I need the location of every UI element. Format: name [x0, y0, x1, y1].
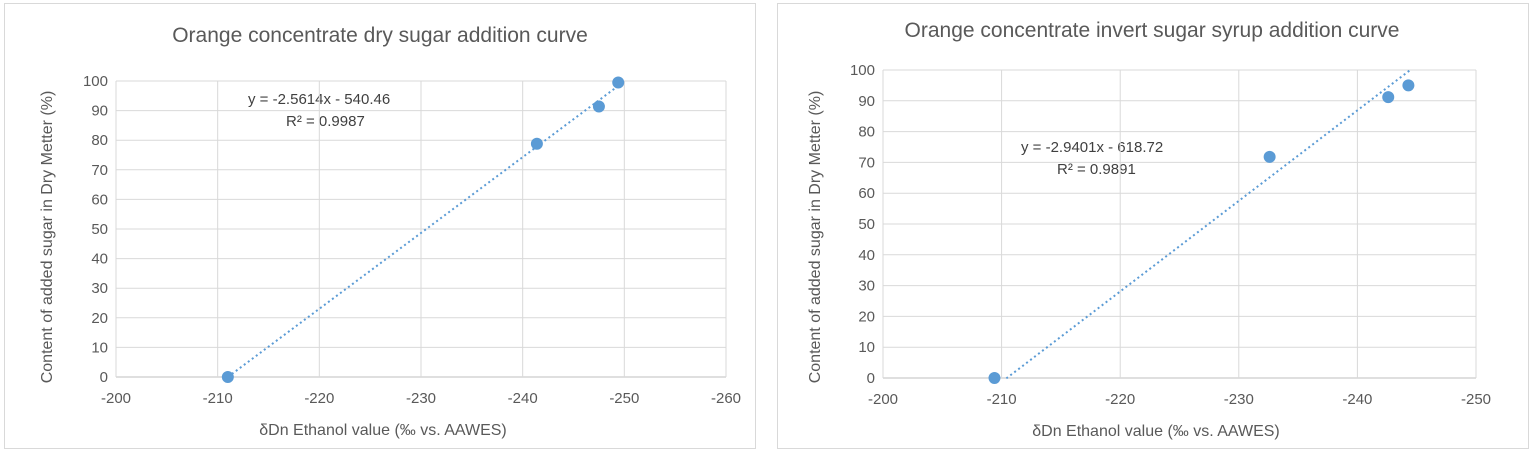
- x-tick-label: -200: [868, 391, 898, 408]
- data-point: [592, 100, 605, 113]
- y-tick-label: 20: [91, 310, 108, 327]
- data-point: [988, 372, 1001, 384]
- data-point: [1402, 79, 1415, 92]
- y-tick-label: 70: [91, 162, 108, 179]
- data-point: [612, 76, 625, 89]
- x-axis-label: δDn Ethanol value (‰ vs. AAWES): [1032, 423, 1280, 440]
- trendline: [227, 84, 620, 378]
- trendline-r-squared: R² = 0.9891: [1057, 161, 1136, 178]
- y-tick-label: 40: [91, 251, 108, 268]
- chart-invert-syrup-plot: Orange concentrate invert sugar syrup ad…: [807, 19, 1491, 440]
- data-point: [1263, 150, 1276, 163]
- x-tick-label: -200: [101, 390, 131, 407]
- y-tick-label: 70: [858, 154, 875, 171]
- x-tick-label: -220: [1105, 391, 1135, 408]
- data-point: [530, 137, 543, 150]
- trendline-equation: y = -2.9401x - 618.72: [1021, 139, 1163, 156]
- chart-title: Orange concentrate dry sugar addition cu…: [172, 24, 588, 47]
- y-tick-label: 20: [858, 308, 875, 325]
- chart-dry-sugar: Orange concentrate dry sugar addition cu…: [4, 3, 756, 449]
- chart-invert-syrup: Orange concentrate invert sugar syrup ad…: [777, 3, 1529, 449]
- y-tick-label: 30: [858, 278, 875, 295]
- y-tick-label: 80: [858, 124, 875, 141]
- y-axis-label: Content of added sugar in Dry Metter (%): [39, 91, 56, 384]
- y-tick-label: 0: [100, 369, 108, 386]
- y-tick-label: 100: [83, 73, 108, 90]
- x-tick-label: -230: [406, 390, 436, 407]
- x-axis-label: δDn Ethanol value (‰ vs. AAWES): [259, 422, 507, 439]
- x-tick-label: -250: [609, 390, 639, 407]
- x-tick-label: -230: [1224, 391, 1254, 408]
- x-tick-label: -210: [987, 391, 1017, 408]
- x-tick-label: -220: [304, 390, 334, 407]
- y-tick-label: 10: [858, 339, 875, 356]
- y-tick-label: 60: [858, 185, 875, 202]
- y-tick-label: 10: [91, 339, 108, 356]
- x-tick-label: -260: [711, 390, 741, 407]
- data-point: [221, 371, 234, 383]
- x-tick-label: -250: [1461, 391, 1491, 408]
- trendline-r-squared: R² = 0.9987: [286, 113, 365, 130]
- y-axis-label: Content of added sugar in Dry Metter (%): [807, 91, 824, 384]
- y-tick-label: 80: [91, 132, 108, 149]
- chart-title: Orange concentrate invert sugar syrup ad…: [905, 19, 1400, 42]
- y-tick-label: 60: [91, 191, 108, 208]
- x-tick-label: -240: [508, 390, 538, 407]
- y-tick-label: 90: [91, 103, 108, 120]
- chart-dry-sugar-plot: Orange concentrate dry sugar addition cu…: [39, 24, 741, 439]
- y-tick-label: 90: [858, 93, 875, 110]
- y-tick-label: 30: [91, 280, 108, 297]
- y-tick-label: 40: [858, 247, 875, 264]
- y-tick-label: 100: [850, 62, 875, 79]
- y-tick-label: 0: [867, 370, 875, 387]
- x-tick-label: -210: [203, 390, 233, 407]
- y-tick-label: 50: [91, 221, 108, 238]
- x-tick-label: -240: [1342, 391, 1372, 408]
- data-point: [1382, 91, 1395, 104]
- y-tick-label: 50: [858, 216, 875, 233]
